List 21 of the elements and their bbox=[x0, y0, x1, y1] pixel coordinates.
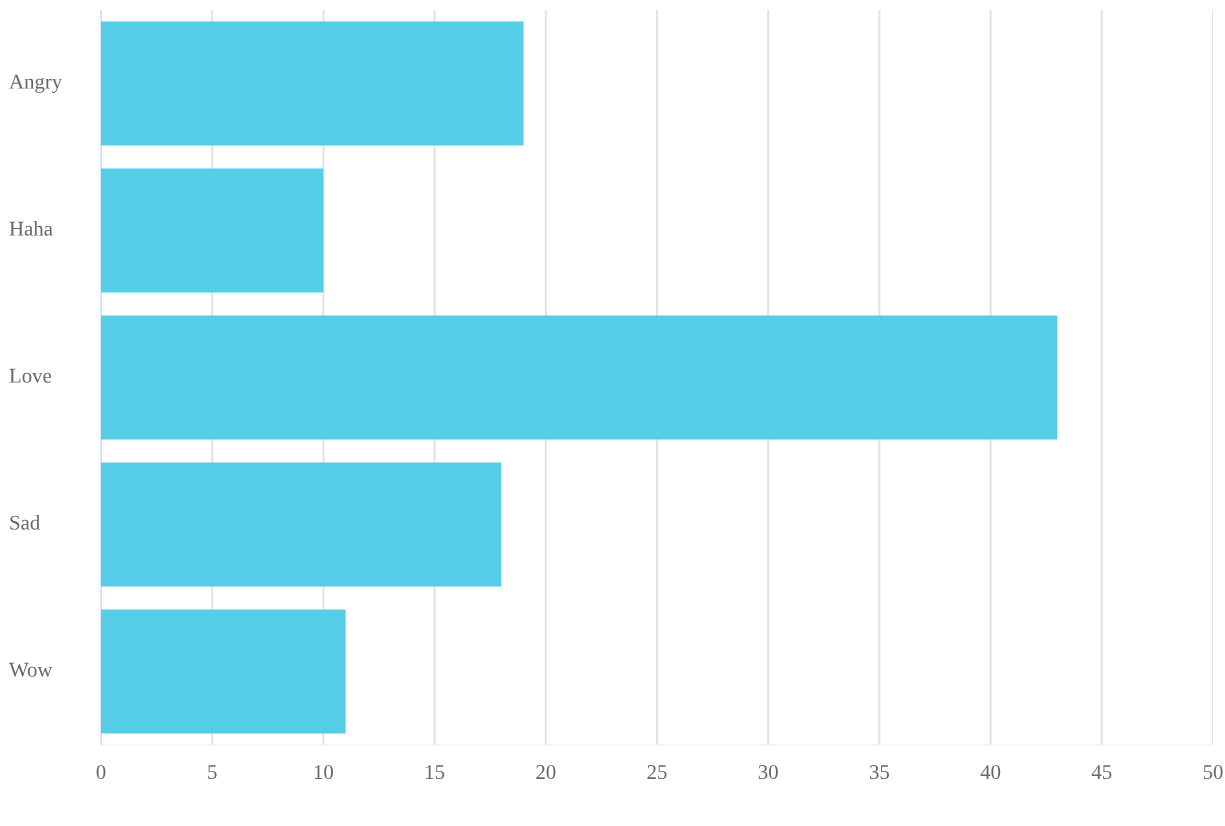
y-tick-label: Haha bbox=[9, 221, 53, 236]
x-tick-label: 50 bbox=[1203, 765, 1223, 780]
bar bbox=[101, 609, 346, 734]
x-tick-label: 45 bbox=[1091, 765, 1112, 780]
x-tick-label: 35 bbox=[869, 765, 889, 780]
x-tick-label: 0 bbox=[96, 765, 106, 780]
x-tick-label: 5 bbox=[208, 765, 217, 780]
y-tick-label: Angry bbox=[9, 74, 63, 93]
x-tick-label: 20 bbox=[536, 765, 556, 780]
x-tick-label: 15 bbox=[426, 765, 445, 780]
x-tick-label: 30 bbox=[758, 765, 778, 780]
y-tick-label: Sad bbox=[10, 515, 40, 530]
x-tick-label: 10 bbox=[314, 765, 334, 780]
bar bbox=[101, 21, 524, 146]
y-tick-label: Wow bbox=[9, 662, 53, 677]
bar bbox=[101, 315, 1058, 440]
x-tick-label: 40 bbox=[980, 765, 1001, 780]
bar bbox=[101, 462, 502, 587]
y-tick-label: Love bbox=[9, 368, 52, 383]
bar bbox=[101, 168, 324, 293]
x-tick-label: 25 bbox=[647, 765, 667, 780]
